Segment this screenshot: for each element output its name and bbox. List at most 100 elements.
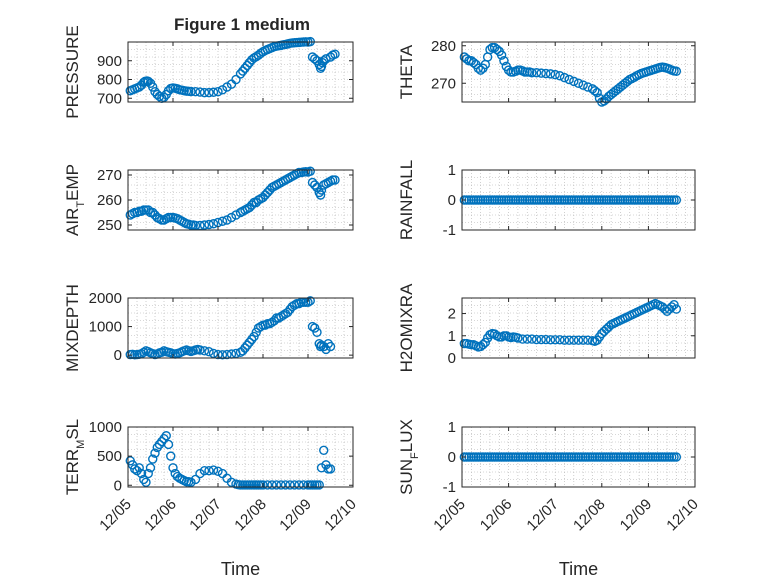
data-point: [669, 299, 679, 310]
data-point: [475, 65, 486, 75]
data-point: [316, 185, 327, 195]
data-point: [541, 334, 551, 345]
data-point: [213, 349, 223, 360]
data-point: [161, 431, 171, 441]
data-point: [204, 347, 214, 357]
y-tick-label: 280: [431, 38, 456, 55]
data-point: [199, 220, 210, 230]
y-tick-label: 0: [114, 347, 122, 364]
data-point: [314, 480, 324, 490]
y-tick-label: 1: [448, 419, 456, 436]
y-axis-label-part: THETA: [397, 44, 416, 99]
data-point: [186, 86, 196, 97]
data-point: [667, 302, 677, 312]
data-point: [527, 68, 537, 78]
y-axis-label-part: MIXDEPTH: [63, 284, 82, 372]
data-point: [315, 190, 326, 200]
y-tick-label: 0: [448, 192, 456, 209]
data-point: [280, 480, 291, 490]
data-point: [305, 296, 315, 306]
data-point: [244, 337, 255, 347]
data-point: [242, 340, 252, 350]
y-tick-label: 700: [97, 90, 122, 107]
data-point: [330, 49, 340, 59]
y-axis-label-part: M: [75, 440, 87, 449]
data-point: [492, 44, 502, 55]
data-point: [468, 57, 479, 68]
data-point: [478, 339, 488, 350]
data-point: [143, 205, 153, 215]
y-axis-label: AIRTEMP: [63, 164, 87, 236]
axes-box: [127, 426, 354, 488]
y-axis-label: RAINFALL: [397, 160, 416, 240]
data-points: [125, 36, 340, 103]
data-point: [671, 195, 682, 205]
data-point: [578, 335, 588, 345]
data-point: [285, 480, 295, 490]
data-point: [522, 334, 532, 344]
data-point: [166, 451, 176, 461]
data-point: [578, 80, 588, 90]
data-point: [541, 68, 551, 79]
data-point: [222, 349, 232, 360]
data-point: [555, 71, 565, 81]
data-point: [157, 347, 167, 357]
y-tick-label: 1: [448, 328, 456, 345]
data-point: [527, 334, 537, 344]
data-point: [168, 463, 178, 473]
data-points: [459, 452, 682, 462]
data-point: [222, 215, 232, 225]
y-axis-label: PRESSURE: [63, 25, 82, 119]
data-point: [310, 54, 320, 64]
data-point: [545, 69, 556, 79]
y-axis-label: SUNFLUX: [397, 419, 421, 495]
data-point: [569, 335, 579, 345]
data-point: [531, 334, 542, 345]
data-point: [159, 433, 169, 444]
grid-lines: [128, 298, 353, 358]
data-point: [503, 65, 514, 75]
data-point: [531, 68, 542, 78]
data-point: [583, 82, 593, 92]
data-point: [330, 175, 340, 185]
x-axis-label: Time: [559, 559, 598, 579]
data-point: [276, 480, 286, 490]
data-point: [564, 335, 574, 345]
data-point: [143, 468, 153, 479]
data-point: [139, 474, 149, 485]
y-axis-label-part: SL: [63, 419, 82, 440]
grid-lines: [128, 427, 353, 487]
data-point: [569, 76, 579, 87]
data-point: [213, 86, 223, 97]
data-point: [204, 219, 214, 230]
data-point: [190, 474, 201, 485]
y-axis-label-part: H2OMIXRA: [397, 283, 416, 372]
data-point: [536, 68, 546, 78]
y-tick-label: 800: [97, 72, 122, 89]
data-point: [240, 63, 250, 73]
y-axis-label-part: RAINFALL: [397, 160, 416, 240]
data-point: [238, 66, 248, 76]
data-point: [545, 335, 556, 345]
data-point: [536, 334, 546, 345]
data-points: [125, 296, 336, 360]
y-axis-label: H2OMIXRA: [397, 283, 416, 372]
axes-box: [461, 41, 696, 103]
y-axis-label-part: AIR: [63, 208, 82, 236]
data-point: [573, 78, 584, 88]
y-tick-label: -1: [443, 222, 456, 239]
data-point: [671, 66, 682, 76]
y-tick-label: -1: [443, 479, 456, 496]
data-point: [154, 91, 165, 102]
figure-title: Figure 1 medium: [174, 15, 310, 34]
data-point: [671, 304, 682, 314]
data-point: [312, 327, 322, 337]
data-point: [629, 72, 640, 82]
data-point: [199, 87, 210, 98]
data-point: [513, 333, 523, 343]
data-point: [590, 86, 600, 96]
data-point: [139, 347, 149, 357]
data-point: [271, 480, 282, 490]
